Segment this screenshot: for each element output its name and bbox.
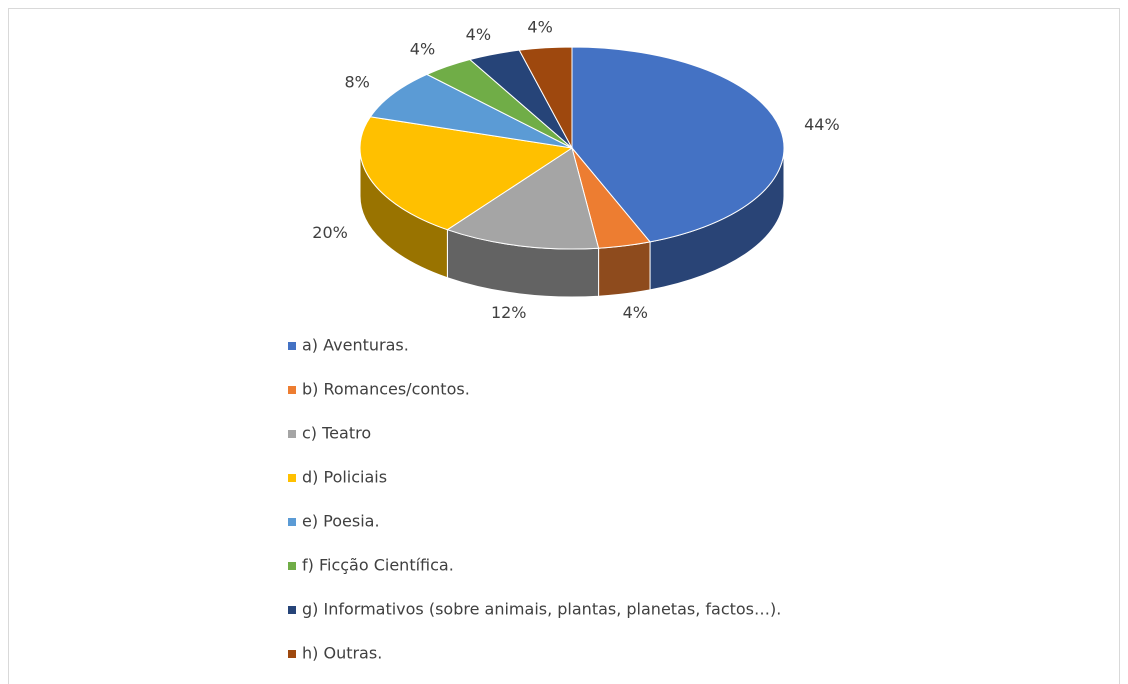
pie-slice-side — [598, 241, 651, 297]
legend-label: d) Policiais — [302, 468, 387, 487]
pie-slice — [446, 147, 600, 250]
legend-label: e) Poesia. — [302, 512, 380, 531]
legend-swatch — [288, 474, 296, 482]
legend-swatch — [288, 386, 296, 394]
data-label: 4% — [527, 17, 552, 36]
pie-slice — [359, 116, 574, 231]
legend-swatch — [288, 562, 296, 570]
legend-label: a) Aventuras. — [302, 336, 409, 355]
pie-slice — [571, 46, 785, 243]
legend-label: b) Romances/contos. — [302, 380, 470, 399]
pie-slice — [518, 46, 573, 149]
data-label: 44% — [804, 115, 840, 134]
legend-swatch — [288, 606, 296, 614]
data-label: 4% — [410, 39, 435, 58]
legend-swatch — [288, 518, 296, 526]
data-label: 20% — [312, 223, 348, 242]
legend-label: c) Teatro — [302, 424, 371, 443]
data-label: 12% — [491, 303, 527, 322]
legend-swatch — [288, 430, 296, 438]
legend-swatch — [288, 342, 296, 350]
pie-slice — [369, 73, 573, 149]
data-label: 8% — [345, 73, 370, 92]
legend-label: f) Ficção Científica. — [302, 556, 454, 575]
legend-swatch — [288, 650, 296, 658]
data-label: 4% — [623, 303, 648, 322]
data-label: 4% — [466, 25, 491, 44]
legend-label: g) Informativos (sobre animais, plantas,… — [302, 600, 781, 619]
legend-label: h) Outras. — [302, 644, 382, 663]
